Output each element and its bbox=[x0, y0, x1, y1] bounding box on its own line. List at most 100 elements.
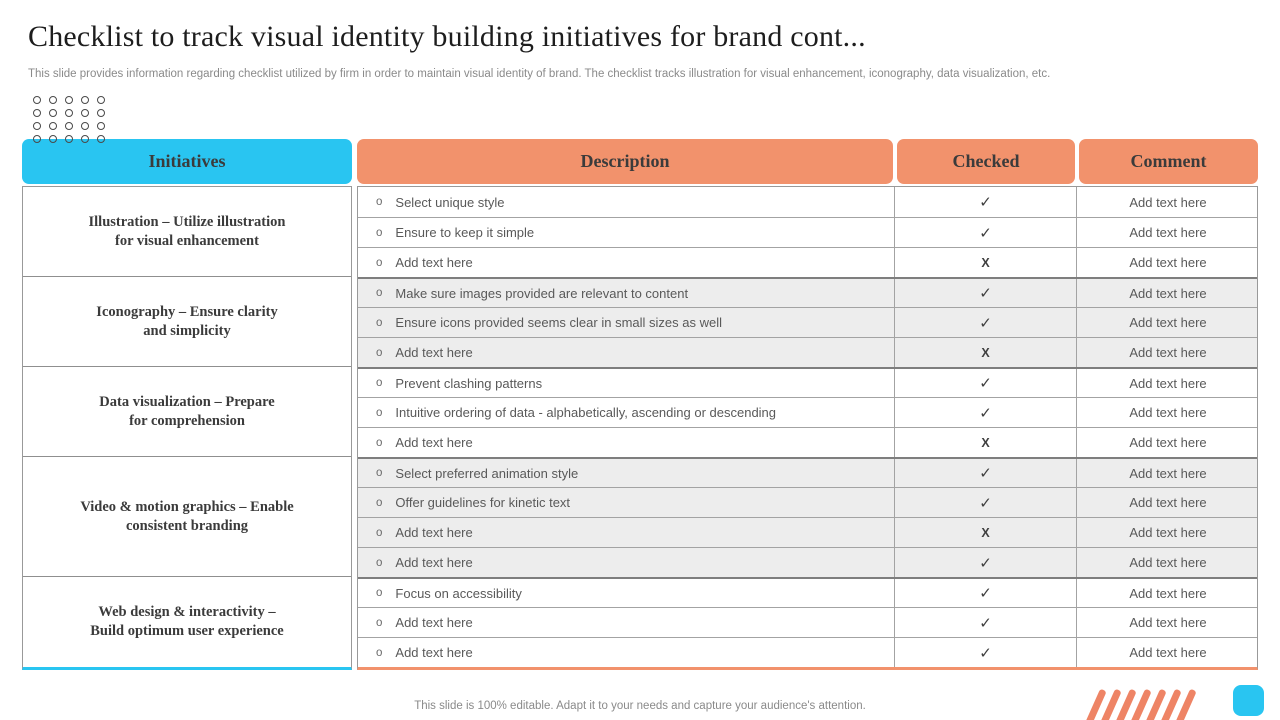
details-column: o Select unique style ✓ Add text here o Ensur… bbox=[357, 186, 1258, 670]
comment-cell[interactable]: Add text here bbox=[1076, 459, 1259, 487]
bullet-icon: o bbox=[376, 467, 383, 479]
description-text: Add text here bbox=[395, 435, 473, 450]
table-row: o Prevent clashing patterns ✓ Add text here bbox=[358, 367, 1257, 397]
comment-cell[interactable]: Add text here bbox=[1076, 248, 1259, 277]
description-text: Ensure to keep it simple bbox=[395, 225, 535, 240]
description-cell: o Offer guidelines for kinetic text bbox=[358, 488, 894, 517]
initiative-cell: Video & motion graphics – Enable consiste… bbox=[23, 457, 351, 577]
bullet-icon: o bbox=[376, 256, 383, 269]
comment-cell[interactable]: Add text here bbox=[1076, 579, 1259, 607]
comment-cell[interactable]: Add text here bbox=[1076, 548, 1259, 577]
dot-icon bbox=[97, 96, 105, 104]
page-title: Checklist to track visual identity build… bbox=[28, 20, 866, 53]
check-mark: ✓ bbox=[894, 638, 1076, 667]
comment-cell[interactable]: Add text here bbox=[1076, 608, 1259, 637]
bullet-icon: o bbox=[376, 616, 383, 629]
dot-icon bbox=[33, 109, 41, 117]
initiative-cell: Data visualization – Prepare for comprehe… bbox=[23, 367, 351, 457]
initiative-label-line: Build optimum user experience bbox=[90, 623, 284, 639]
description-text: Make sure images provided are relevant t… bbox=[395, 285, 689, 301]
comment-cell[interactable]: Add text here bbox=[1076, 218, 1259, 247]
initiative-label-line: for visual enhancement bbox=[115, 232, 259, 249]
description-cell[interactable]: o Add text here bbox=[358, 548, 894, 577]
description-text: Add text here bbox=[395, 255, 473, 270]
dot-icon bbox=[49, 109, 57, 117]
check-mark: ✓ bbox=[894, 398, 1076, 427]
comment-cell[interactable]: Add text here bbox=[1076, 369, 1259, 397]
table-row: o Ensure to keep it simple ✓ Add text here bbox=[358, 217, 1257, 247]
corner-square-decoration bbox=[1233, 685, 1264, 716]
comment-cell[interactable]: Add text here bbox=[1076, 338, 1259, 367]
table-row: o Add text here X Add text here bbox=[358, 337, 1257, 367]
column-header-initiatives: Initiatives bbox=[22, 139, 352, 184]
description-cell: o Prevent clashing patterns bbox=[358, 369, 894, 397]
comment-cell[interactable]: Add text here bbox=[1076, 308, 1259, 337]
check-mark: ✓ bbox=[894, 308, 1076, 337]
comment-cell[interactable]: Add text here bbox=[1076, 428, 1259, 457]
initiative-label-line: and simplicity bbox=[143, 322, 231, 339]
bullet-icon: o bbox=[376, 196, 383, 208]
dots-row bbox=[33, 109, 105, 117]
description-cell[interactable]: o Add text here bbox=[358, 428, 894, 457]
description-cell: o Ensure icons provided seems clear in sm… bbox=[358, 308, 894, 337]
table-row: o Select unique style ✓ Add text here bbox=[358, 187, 1257, 217]
table-row: o Add text here ✓ Add text here bbox=[358, 547, 1257, 577]
dot-icon bbox=[33, 122, 41, 130]
initiative-label-line: Iconography – Ensure clarity bbox=[96, 303, 278, 320]
bullet-icon: o bbox=[376, 556, 383, 569]
description-text: Select preferred animation style bbox=[395, 465, 579, 481]
dot-icon bbox=[49, 96, 57, 104]
description-text: Offer guidelines for kinetic text bbox=[395, 495, 571, 510]
description-cell[interactable]: o Add text here bbox=[358, 248, 894, 277]
description-text: Select unique style bbox=[395, 194, 505, 210]
initiative-cell: Illustration – Utilize illustration for v… bbox=[23, 187, 351, 277]
comment-cell[interactable]: Add text here bbox=[1076, 488, 1259, 517]
comment-cell[interactable]: Add text here bbox=[1076, 638, 1259, 667]
table-row: o Ensure icons provided seems clear in sm… bbox=[358, 307, 1257, 337]
comment-cell[interactable]: Add text here bbox=[1076, 187, 1259, 217]
cross-mark: X bbox=[894, 338, 1076, 367]
description-text: Add text here bbox=[395, 525, 473, 540]
table-row: o Add text here ✓ Add text here bbox=[358, 637, 1257, 667]
table-row: o Add text here X Add text here bbox=[358, 427, 1257, 457]
table-header-row: Initiatives Description Checked Comment bbox=[22, 139, 1258, 184]
check-mark: ✓ bbox=[894, 369, 1076, 397]
table-row: o Add text here X Add text here bbox=[358, 247, 1257, 277]
description-cell: o Make sure images provided are relevant … bbox=[358, 279, 894, 307]
check-mark: ✓ bbox=[894, 579, 1076, 607]
description-cell[interactable]: o Add text here bbox=[358, 638, 894, 667]
comment-cell[interactable]: Add text here bbox=[1076, 398, 1259, 427]
check-mark: ✓ bbox=[894, 548, 1076, 577]
description-cell[interactable]: o Add text here bbox=[358, 518, 894, 547]
table-row: o Intuitive ordering of data - alphabetic… bbox=[358, 397, 1257, 427]
description-cell[interactable]: o Add text here bbox=[358, 608, 894, 637]
bullet-icon: o bbox=[376, 226, 383, 239]
description-cell[interactable]: o Add text here bbox=[358, 338, 894, 367]
description-cell: o Select unique style bbox=[358, 187, 894, 217]
dot-icon bbox=[33, 135, 41, 143]
dot-icon bbox=[49, 122, 57, 130]
bullet-icon: o bbox=[376, 526, 383, 539]
cross-mark: X bbox=[894, 248, 1076, 277]
dots-row bbox=[33, 122, 105, 130]
table-row: o Offer guidelines for kinetic text ✓ Add t… bbox=[358, 487, 1257, 517]
dot-icon bbox=[65, 135, 73, 143]
description-text: Intuitive ordering of data - alphabetica… bbox=[395, 405, 777, 420]
bullet-icon: o bbox=[376, 287, 383, 299]
comment-cell[interactable]: Add text here bbox=[1076, 518, 1259, 547]
slide-subtitle: This slide provides information regardin… bbox=[28, 68, 1051, 80]
bullet-icon: o bbox=[376, 496, 383, 509]
comment-cell[interactable]: Add text here bbox=[1076, 279, 1259, 307]
dots-row bbox=[33, 135, 105, 143]
dot-icon bbox=[97, 122, 105, 130]
dot-icon bbox=[65, 122, 73, 130]
check-mark: ✓ bbox=[894, 187, 1076, 217]
column-header-checked: Checked bbox=[897, 139, 1075, 184]
check-mark: ✓ bbox=[894, 488, 1076, 517]
table-body: Illustration – Utilize illustration for v… bbox=[22, 186, 1258, 670]
description-cell: o Select preferred animation style bbox=[358, 459, 894, 487]
check-mark: ✓ bbox=[894, 608, 1076, 637]
initiative-label-line: Web design & interactivity – bbox=[98, 604, 276, 620]
bullet-icon: o bbox=[376, 406, 383, 419]
